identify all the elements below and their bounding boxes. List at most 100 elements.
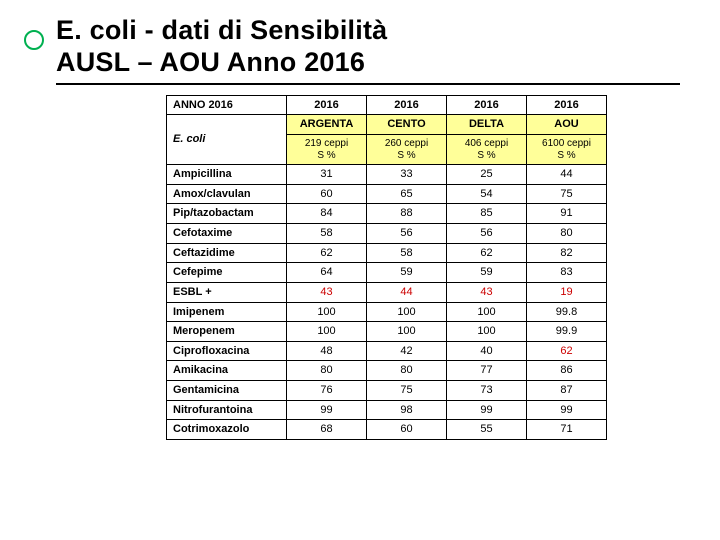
ceppi-count-3: 6100 ceppi (542, 138, 591, 149)
row-label: Pip/tazobactam (167, 204, 287, 224)
value-cell: 42 (367, 341, 447, 361)
value-cell: 76 (287, 381, 367, 401)
table-body: Ampicillina31332544Amox/clavulan60655475… (167, 165, 607, 440)
value-cell: 100 (287, 302, 367, 322)
ceppi-1: 260 ceppi S % (367, 135, 447, 165)
year-cell-4: 2016 (527, 95, 607, 115)
value-cell: 80 (367, 361, 447, 381)
ceppi-sub-3: S % (557, 150, 575, 161)
value-cell: 65 (367, 184, 447, 204)
year-cell-1: 2016 (287, 95, 367, 115)
row-label: Amox/clavulan (167, 184, 287, 204)
value-cell: 77 (447, 361, 527, 381)
page-title: E. coli - dati di Sensibilità AUSL – AOU… (56, 14, 680, 85)
value-cell: 98 (367, 400, 447, 420)
ceppi-0: 219 ceppi S % (287, 135, 367, 165)
table-row: ESBL +43444319 (167, 282, 607, 302)
table-row: Imipenem10010010099.8 (167, 302, 607, 322)
value-cell: 99.9 (527, 322, 607, 342)
value-cell: 100 (367, 322, 447, 342)
value-cell: 80 (287, 361, 367, 381)
table-row: Nitrofurantoina99989999 (167, 400, 607, 420)
value-cell: 100 (447, 302, 527, 322)
value-cell: 80 (527, 223, 607, 243)
value-cell: 82 (527, 243, 607, 263)
value-cell: 62 (287, 243, 367, 263)
value-cell: 25 (447, 165, 527, 185)
value-cell: 62 (527, 341, 607, 361)
value-cell: 99 (287, 400, 367, 420)
row-label: Ampicillina (167, 165, 287, 185)
value-cell: 75 (527, 184, 607, 204)
value-cell: 87 (527, 381, 607, 401)
ceppi-2: 406 ceppi S % (447, 135, 527, 165)
value-cell: 100 (287, 322, 367, 342)
ceppi-sub-2: S % (477, 150, 495, 161)
value-cell: 91 (527, 204, 607, 224)
row-label: Gentamicina (167, 381, 287, 401)
row-label: Cotrimoxazolo (167, 420, 287, 440)
table-row: Amikacina80807786 (167, 361, 607, 381)
value-cell: 58 (287, 223, 367, 243)
value-cell: 86 (527, 361, 607, 381)
table-row: Cotrimoxazolo68605571 (167, 420, 607, 440)
organism-cell: E. coli (167, 115, 287, 165)
loc-1: CENTO (367, 115, 447, 135)
table-row: Ceftazidime62586282 (167, 243, 607, 263)
ceppi-count-2: 406 ceppi (465, 138, 508, 149)
row-label: ESBL + (167, 282, 287, 302)
value-cell: 99 (527, 400, 607, 420)
ceppi-sub-0: S % (317, 150, 335, 161)
sensitivity-table: ANNO 2016 2016 2016 2016 2016 E. coli AR… (166, 95, 607, 440)
value-cell: 44 (527, 165, 607, 185)
value-cell: 62 (447, 243, 527, 263)
table-row: Ampicillina31332544 (167, 165, 607, 185)
value-cell: 40 (447, 341, 527, 361)
table-row: Cefepime64595983 (167, 263, 607, 283)
table-row: Meropenem10010010099.9 (167, 322, 607, 342)
value-cell: 71 (527, 420, 607, 440)
value-cell: 60 (287, 184, 367, 204)
table-row: Cefotaxime58565680 (167, 223, 607, 243)
value-cell: 48 (287, 341, 367, 361)
bullet-ring-icon (24, 30, 44, 50)
ceppi-sub-1: S % (397, 150, 415, 161)
row-label: Cefotaxime (167, 223, 287, 243)
loc-3: AOU (527, 115, 607, 135)
value-cell: 60 (367, 420, 447, 440)
value-cell: 31 (287, 165, 367, 185)
value-cell: 54 (447, 184, 527, 204)
value-cell: 59 (447, 263, 527, 283)
table-row: Pip/tazobactam84888591 (167, 204, 607, 224)
year-cell-2: 2016 (367, 95, 447, 115)
value-cell: 100 (447, 322, 527, 342)
value-cell: 56 (447, 223, 527, 243)
table-head: ANNO 2016 2016 2016 2016 2016 E. coli AR… (167, 95, 607, 164)
title-line2: AUSL – AOU Anno 2016 (56, 47, 365, 77)
value-cell: 19 (527, 282, 607, 302)
table-row: Amox/clavulan60655475 (167, 184, 607, 204)
value-cell: 88 (367, 204, 447, 224)
value-cell: 68 (287, 420, 367, 440)
value-cell: 43 (447, 282, 527, 302)
value-cell: 100 (367, 302, 447, 322)
value-cell: 84 (287, 204, 367, 224)
loc-0: ARGENTA (287, 115, 367, 135)
row-label: Nitrofurantoina (167, 400, 287, 420)
year-cell-3: 2016 (447, 95, 527, 115)
row-label: Amikacina (167, 361, 287, 381)
row-label: Ceftazidime (167, 243, 287, 263)
table-row: Gentamicina76757387 (167, 381, 607, 401)
value-cell: 64 (287, 263, 367, 283)
table-row: Ciprofloxacina48424062 (167, 341, 607, 361)
value-cell: 99 (447, 400, 527, 420)
value-cell: 55 (447, 420, 527, 440)
row-label: Meropenem (167, 322, 287, 342)
value-cell: 33 (367, 165, 447, 185)
loc-2: DELTA (447, 115, 527, 135)
row-label: Cefepime (167, 263, 287, 283)
ceppi-count-1: 260 ceppi (385, 138, 428, 149)
value-cell: 59 (367, 263, 447, 283)
ceppi-count-0: 219 ceppi (305, 138, 348, 149)
value-cell: 73 (447, 381, 527, 401)
